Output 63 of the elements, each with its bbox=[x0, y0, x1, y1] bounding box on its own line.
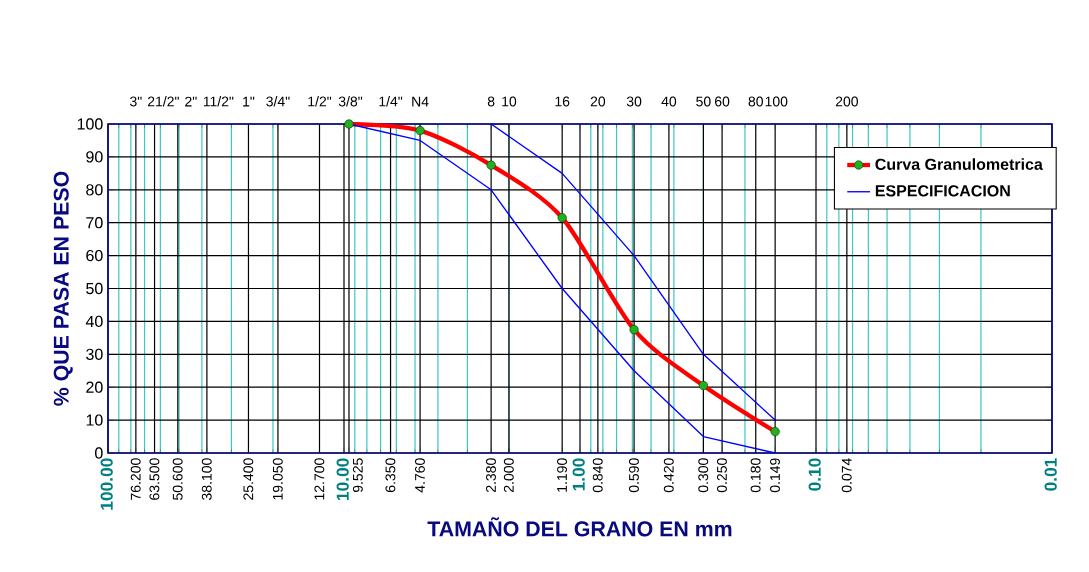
x-tick-label: 10.00 bbox=[336, 458, 349, 500]
text: 80 bbox=[748, 96, 763, 107]
x-tick-label: 76.200 bbox=[130, 458, 141, 500]
y-tick-label: 40 bbox=[85, 315, 103, 328]
y-tick-label: 60 bbox=[86, 249, 103, 262]
text: 3/8" bbox=[338, 96, 363, 107]
legend-label: Curva Granulometrica bbox=[875, 158, 1043, 170]
text: 200 bbox=[835, 96, 858, 107]
y-tick-label: 0 bbox=[95, 447, 103, 459]
x-tick-label: 0.180 bbox=[750, 458, 761, 493]
x-tick-label: 9.525 bbox=[352, 458, 363, 493]
x-tick-label: 4.760 bbox=[414, 458, 425, 493]
text: 1/2" bbox=[308, 96, 332, 107]
x-tick-label: 0.10 bbox=[808, 458, 821, 491]
x-tick-label: 12.700 bbox=[314, 458, 325, 500]
y-tick-label: 50 bbox=[86, 282, 103, 295]
x-tick-label: 0.840 bbox=[592, 458, 603, 493]
x-tick-label: 19.050 bbox=[272, 458, 283, 500]
y-tick-label: 90 bbox=[86, 151, 103, 163]
text: 30 bbox=[626, 96, 642, 107]
x-tick-label: 6.350 bbox=[385, 458, 396, 493]
y-tick-label: 20 bbox=[86, 381, 103, 393]
x-tick-label: 0.074 bbox=[841, 458, 852, 493]
x-tick-label: 0.420 bbox=[663, 458, 674, 493]
text: 1/4" bbox=[379, 96, 403, 107]
y-tick-label: 80 bbox=[86, 184, 103, 196]
text: 40 bbox=[661, 96, 677, 107]
text: 20 bbox=[590, 96, 606, 107]
x-tick-label: 1.190 bbox=[557, 458, 567, 492]
text: 16 bbox=[555, 96, 570, 107]
y-tick-label: 70 bbox=[86, 217, 103, 229]
x-tick-label: 0.01 bbox=[1044, 458, 1057, 491]
x-tick-label: 2.380 bbox=[486, 458, 496, 493]
text: 11/2" bbox=[203, 96, 234, 107]
x-tick-label: 25.400 bbox=[243, 458, 254, 500]
text: 50 bbox=[696, 96, 711, 107]
text: 21/2" bbox=[147, 96, 179, 107]
text: N4 bbox=[412, 96, 429, 107]
text: 100 bbox=[765, 96, 788, 107]
x-tick-label: 2.000 bbox=[503, 458, 514, 493]
x-tick-label: 0.250 bbox=[716, 458, 727, 493]
x-tick-label: 38.100 bbox=[201, 458, 212, 501]
x-tick-label: 0.149 bbox=[770, 458, 780, 493]
legend-label: ESPECIFICACION bbox=[875, 185, 1010, 197]
text: 3" bbox=[130, 96, 142, 107]
x-tick-label: 0.590 bbox=[628, 458, 639, 493]
x-tick-label: 0.300 bbox=[698, 458, 709, 493]
text: 2" bbox=[185, 96, 197, 107]
x-tick-label: 63.500 bbox=[149, 458, 160, 500]
y-tick-label: 10 bbox=[86, 414, 103, 426]
text: 3/4" bbox=[266, 96, 290, 107]
text: 1" bbox=[243, 96, 255, 107]
text: 60 bbox=[715, 96, 730, 107]
line-series bbox=[490, 123, 776, 421]
x-tick-label: 50.600 bbox=[172, 458, 183, 500]
y-axis-title: % QUE PASA EN PESO bbox=[53, 171, 73, 406]
y-tick-label: 100 bbox=[77, 118, 103, 130]
text: 10 bbox=[502, 96, 517, 107]
text: 8 bbox=[487, 96, 495, 107]
x-tick-label: 100.00 bbox=[100, 458, 113, 510]
x-axis-title: TAMAÑO DEL GRANO EN mm bbox=[427, 517, 732, 537]
x-tick-label: 1.00 bbox=[572, 458, 585, 491]
y-tick-label: 30 bbox=[86, 348, 103, 360]
